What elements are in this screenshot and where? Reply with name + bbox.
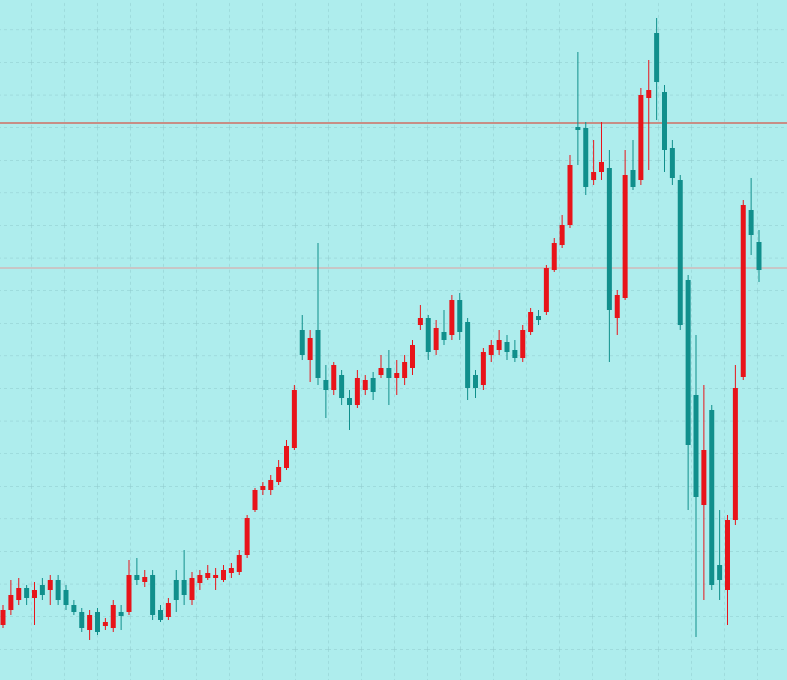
- candle-body: [386, 368, 392, 378]
- candle-body: [284, 446, 289, 468]
- candle-body: [599, 162, 604, 172]
- candle-body: [528, 312, 534, 332]
- candle-body: [378, 368, 384, 375]
- candle-body: [181, 580, 187, 595]
- candle-body: [71, 605, 77, 612]
- candle-body: [417, 318, 423, 325]
- candle-body: [221, 570, 226, 580]
- candle-body: [134, 575, 140, 580]
- candle-body: [630, 170, 636, 187]
- candle-body: [370, 378, 376, 392]
- candle-body: [693, 395, 699, 497]
- candle-body: [276, 467, 282, 482]
- candle-body: [323, 380, 329, 390]
- candle-body: [307, 338, 313, 360]
- candle-body: [55, 580, 61, 600]
- candle-body: [150, 575, 156, 615]
- candle-body: [685, 280, 691, 445]
- candle-body: [433, 328, 439, 350]
- candle-body: [654, 33, 660, 82]
- candle-body: [189, 578, 195, 600]
- candle-body: [79, 612, 85, 628]
- candle-body: [291, 390, 297, 448]
- candle-body: [425, 318, 431, 352]
- candle-body: [244, 518, 250, 555]
- candle-body: [402, 362, 408, 378]
- candle-body: [39, 585, 45, 595]
- candle-body: [47, 580, 53, 590]
- candle-body: [339, 375, 345, 398]
- candle-body: [158, 610, 163, 620]
- candle-body: [614, 295, 620, 318]
- candle-body: [536, 316, 541, 320]
- candle-body: [32, 590, 37, 598]
- candle-body: [496, 340, 502, 350]
- candle-body: [559, 225, 565, 245]
- candle-body: [95, 612, 100, 632]
- candle-body: [236, 555, 242, 572]
- candle-body: [16, 588, 22, 600]
- candle-body: [87, 615, 93, 630]
- candle-body: [315, 330, 321, 378]
- candle-body: [0, 610, 6, 625]
- candle-body: [205, 573, 211, 578]
- candle-body: [102, 622, 108, 626]
- candle-body: [110, 605, 116, 628]
- candle-body: [410, 345, 415, 368]
- candle-body: [347, 398, 352, 405]
- candle-body: [260, 486, 266, 490]
- candle-body: [142, 577, 148, 582]
- candle-body: [457, 300, 463, 332]
- candle-body: [551, 243, 557, 270]
- candle-body: [213, 575, 219, 578]
- candle-body: [228, 568, 234, 573]
- candle-body: [575, 127, 581, 130]
- candle-body: [354, 378, 360, 405]
- candle-body: [606, 168, 612, 310]
- candle-body: [504, 342, 510, 352]
- candle-body: [299, 330, 305, 355]
- candle-body: [362, 380, 368, 390]
- candle-body: [480, 352, 486, 385]
- candle-body: [441, 332, 447, 340]
- candle-body: [465, 322, 471, 388]
- candle-body: [126, 575, 132, 612]
- candle-body: [268, 480, 274, 490]
- candle-body: [669, 148, 675, 178]
- candle-body: [63, 590, 69, 605]
- candle-body: [449, 300, 455, 335]
- candle-body: [567, 165, 573, 225]
- candle-body: [543, 268, 549, 312]
- candle-body: [591, 172, 597, 180]
- candle-body: [512, 350, 518, 358]
- candle-body: [740, 205, 746, 377]
- candle-body: [748, 210, 754, 235]
- candle-body: [646, 90, 652, 98]
- candle-body: [24, 588, 30, 598]
- candle-body: [197, 575, 203, 583]
- candle-body: [118, 612, 124, 616]
- candle-body: [756, 242, 762, 270]
- candle-body: [173, 580, 179, 600]
- candle-body: [701, 450, 707, 505]
- candle-body: [394, 373, 400, 378]
- candle-body: [520, 330, 526, 358]
- candle-body: [677, 180, 683, 325]
- candle-body: [583, 128, 589, 187]
- candle-body: [488, 345, 494, 355]
- candle-body: [252, 490, 258, 510]
- candle-body: [732, 388, 738, 520]
- candle-body: [717, 565, 723, 580]
- candle-body: [165, 603, 171, 617]
- candle-body: [709, 410, 715, 585]
- candle-body: [331, 365, 337, 390]
- candle-body: [638, 95, 644, 180]
- candle-body: [662, 92, 667, 150]
- candle-body: [473, 375, 478, 388]
- candle-body: [725, 520, 730, 590]
- candle-body: [622, 175, 628, 298]
- candle-body: [8, 595, 14, 610]
